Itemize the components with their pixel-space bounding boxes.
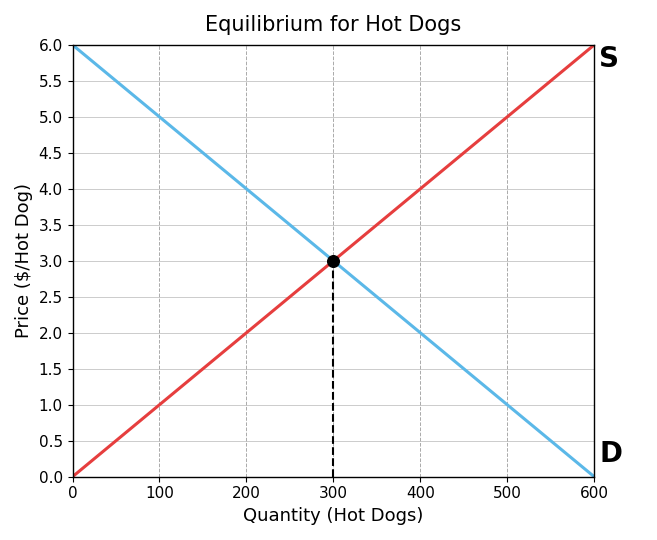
Text: S: S: [599, 45, 620, 73]
Y-axis label: Price ($/Hot Dog): Price ($/Hot Dog): [15, 183, 33, 338]
Text: D: D: [599, 440, 622, 468]
X-axis label: Quantity (Hot Dogs): Quantity (Hot Dogs): [243, 507, 424, 525]
Title: Equilibrium for Hot Dogs: Equilibrium for Hot Dogs: [205, 15, 461, 35]
Point: [328, 256, 338, 265]
